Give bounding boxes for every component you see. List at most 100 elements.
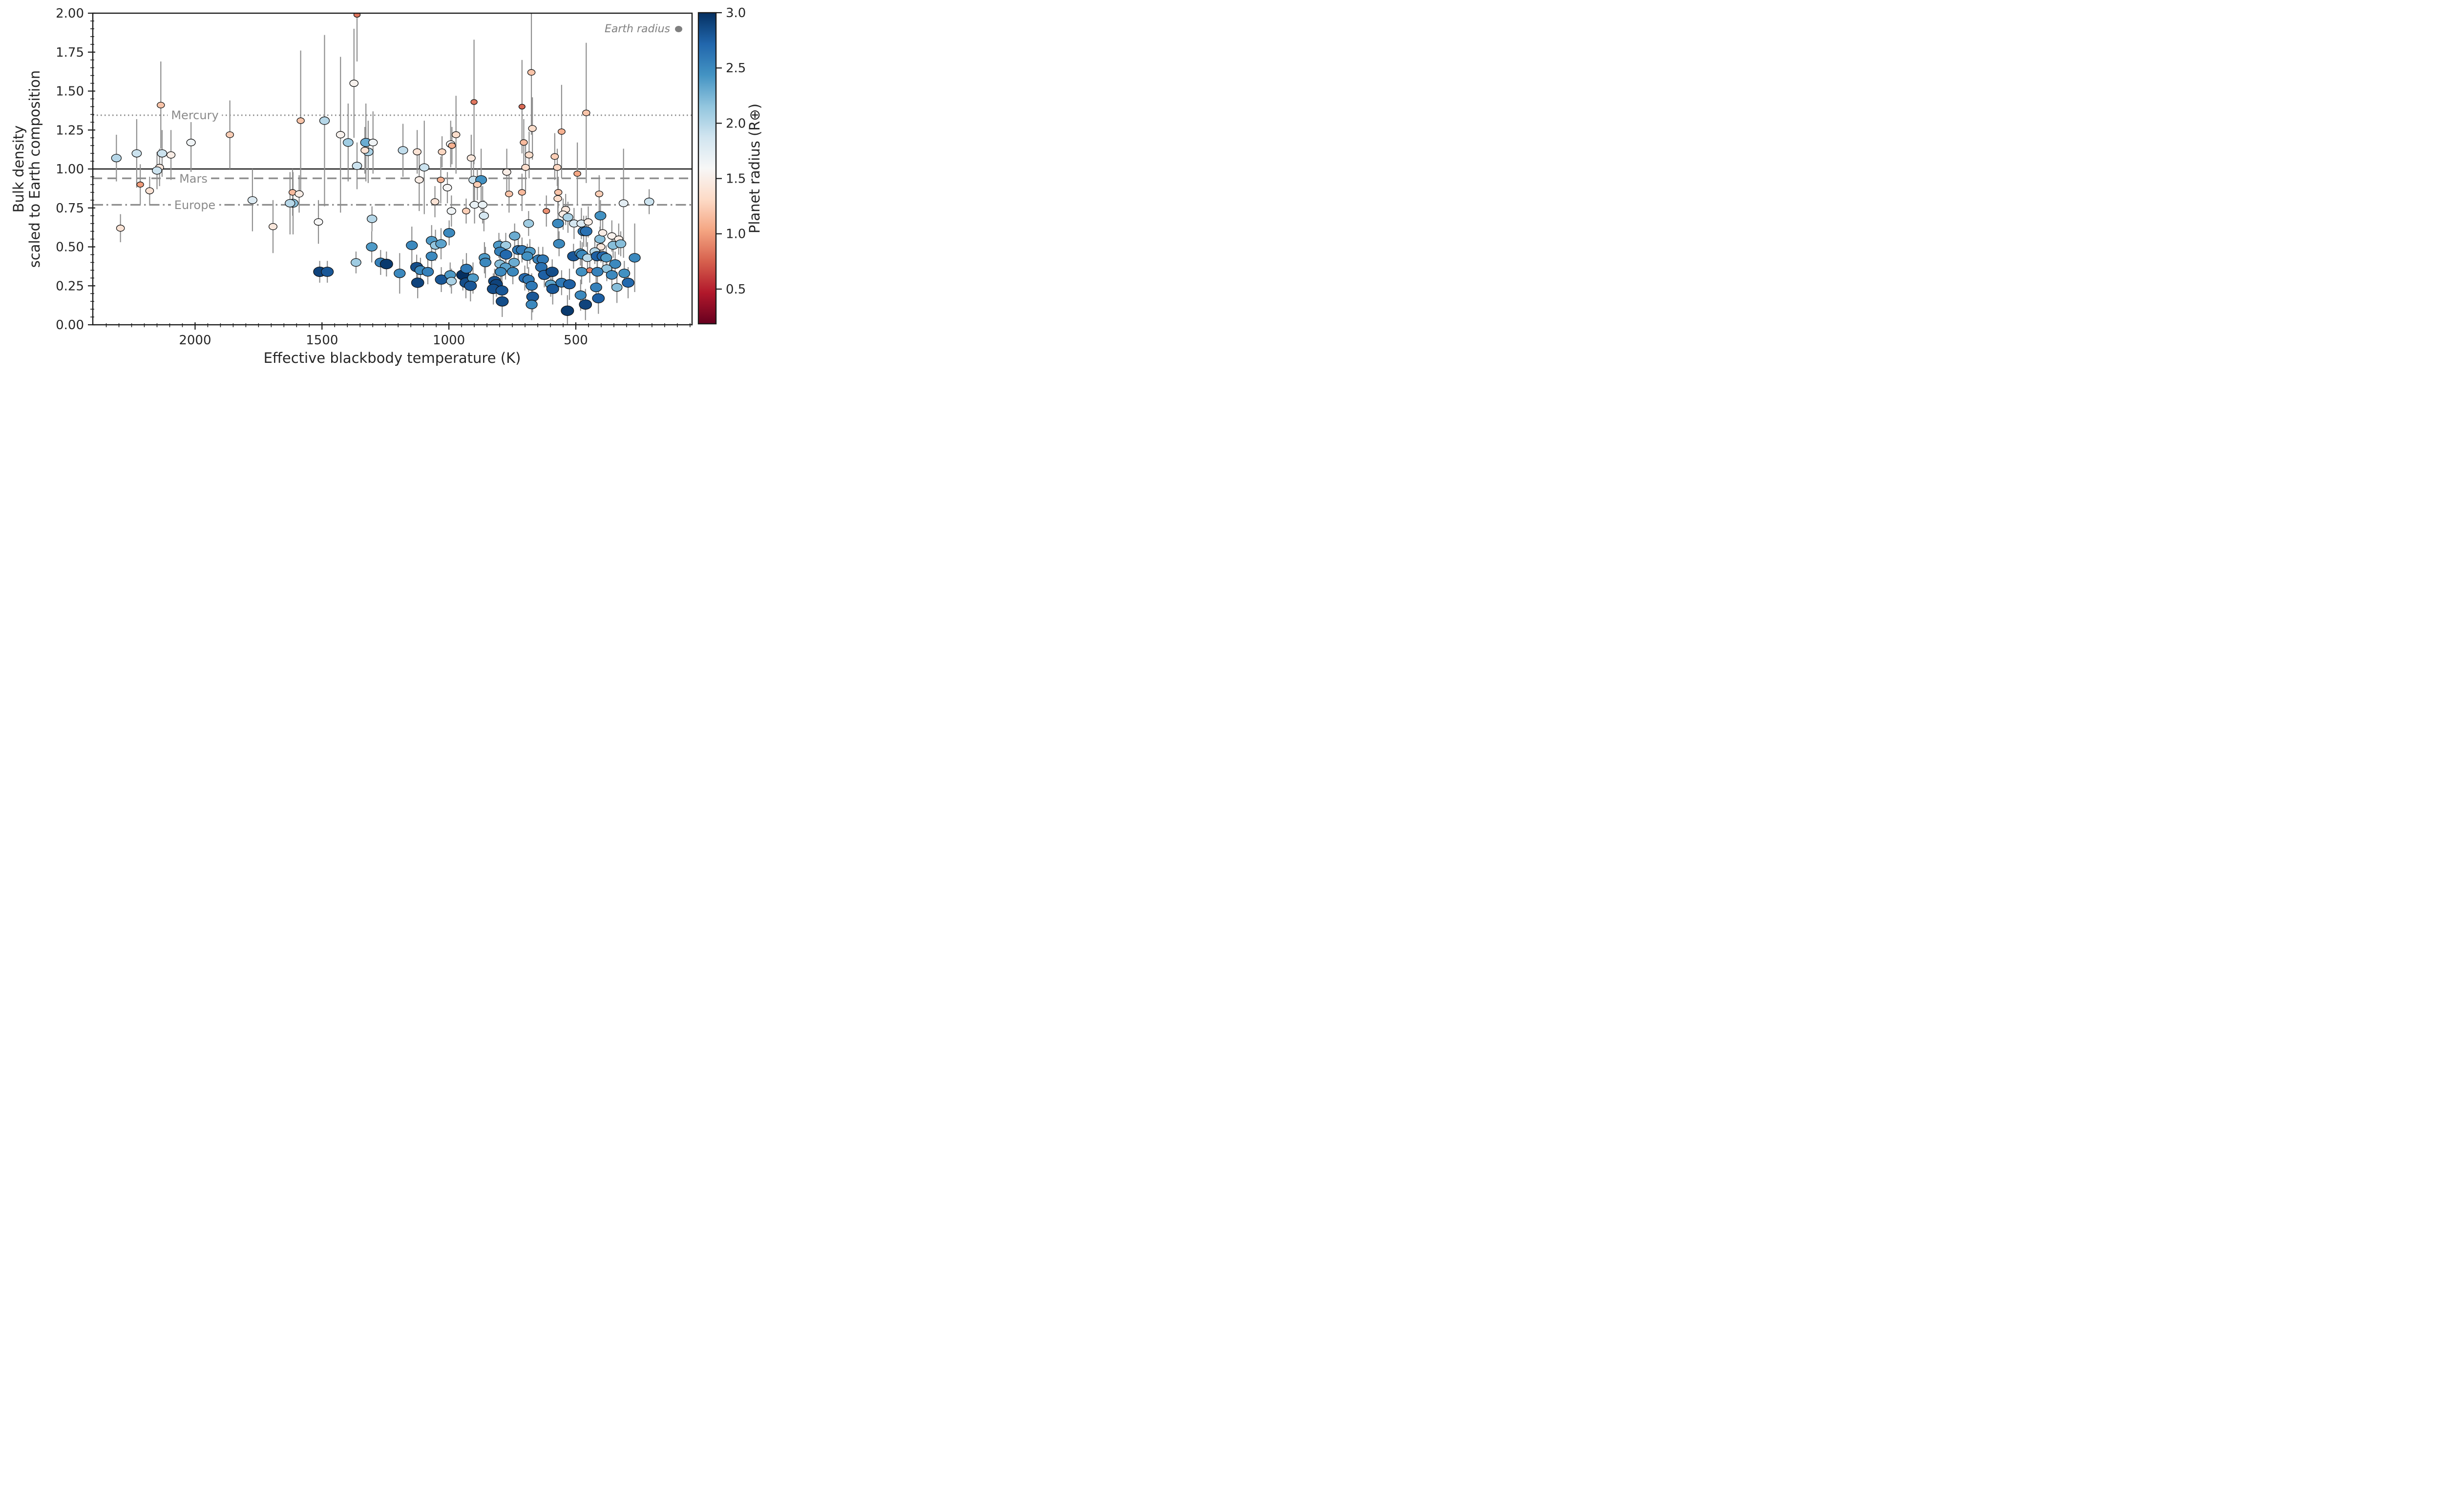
svg-text:1.25: 1.25 (56, 123, 84, 138)
data-point (506, 267, 519, 277)
svg-text:1500: 1500 (306, 333, 338, 348)
data-point (526, 299, 538, 310)
svg-text:0.75: 0.75 (56, 201, 84, 216)
svg-text:1.00: 1.00 (56, 162, 84, 177)
data-point (116, 225, 125, 232)
data-point (419, 163, 430, 172)
data-point (580, 226, 592, 236)
data-point (368, 139, 378, 147)
data-points (111, 13, 654, 316)
data-point (425, 252, 438, 261)
data-point (462, 208, 470, 214)
data-point (421, 267, 434, 277)
data-point (336, 131, 345, 139)
data-point (442, 184, 452, 191)
data-point (285, 199, 295, 208)
data-point (430, 198, 440, 206)
data-point (413, 148, 422, 155)
data-point (553, 195, 562, 202)
data-point (550, 153, 559, 160)
data-point (367, 214, 378, 223)
data-point (596, 243, 606, 251)
data-point (582, 109, 590, 116)
data-point (518, 104, 526, 110)
data-point (479, 257, 492, 268)
data-point (546, 267, 559, 277)
data-point (509, 231, 521, 241)
data-point (526, 281, 538, 291)
data-point (622, 277, 634, 288)
data-point (579, 299, 592, 310)
data-point (598, 229, 608, 237)
data-point (319, 116, 330, 125)
data-point (464, 280, 477, 291)
data-point (443, 228, 455, 238)
data-point (554, 189, 563, 196)
colorbar-title: Planet radius (R⊕) (746, 103, 763, 234)
svg-text:1.0: 1.0 (726, 227, 746, 242)
data-point (406, 240, 418, 250)
data-point (446, 207, 456, 215)
data-point (349, 80, 359, 87)
svg-text:2.0: 2.0 (726, 116, 746, 131)
y-axis-title-line1: Bulk density (10, 125, 27, 213)
error-bars (116, 13, 650, 325)
svg-text:2.00: 2.00 (56, 6, 84, 21)
data-point (575, 267, 588, 277)
data-point (247, 196, 257, 204)
data-point (552, 219, 564, 229)
data-point (594, 211, 607, 221)
data-point (546, 284, 559, 294)
data-point (157, 149, 168, 158)
data-point (268, 223, 277, 231)
x-axis-title: Effective blackbody temperature (K) (263, 350, 521, 366)
data-point (152, 166, 162, 175)
data-point (314, 218, 323, 226)
data-point (561, 305, 574, 316)
data-point (584, 218, 593, 226)
data-point (591, 267, 604, 277)
data-point (398, 146, 408, 155)
data-point (466, 154, 476, 162)
data-point (166, 151, 176, 159)
data-point (606, 270, 618, 280)
data-point (595, 190, 604, 197)
tick-labels: 2000 1500 1000 500 0.00 0.25 0.50 0.75 1.00 1.25 1… (56, 6, 746, 348)
data-point (611, 283, 623, 292)
data-point (352, 162, 362, 170)
data-point (520, 139, 528, 146)
data-point (478, 201, 488, 209)
data-point (136, 181, 144, 188)
colorbar-gradient (698, 13, 716, 324)
data-point (615, 239, 627, 249)
data-point (553, 164, 562, 171)
data-point (521, 164, 530, 171)
data-point (527, 69, 536, 76)
axis-ticks (88, 12, 722, 330)
data-point (448, 142, 456, 149)
mercury-line-label: Mercury (168, 108, 222, 122)
data-point (366, 242, 378, 252)
data-point (557, 128, 566, 135)
data-point (563, 213, 573, 222)
data-point (451, 131, 461, 138)
y-axis-title-line2: scaled to Earth composition (26, 70, 43, 268)
data-point (438, 148, 446, 155)
data-point (496, 296, 509, 307)
data-point (473, 181, 482, 188)
data-point (500, 241, 511, 250)
data-point (350, 258, 361, 267)
svg-text:0.50: 0.50 (56, 240, 84, 255)
data-point (295, 190, 304, 198)
data-point (296, 117, 305, 124)
data-point (321, 267, 334, 277)
svg-text:0.5: 0.5 (726, 282, 746, 297)
data-point (618, 199, 629, 208)
earth-radius-marker-icon (675, 26, 682, 32)
data-point (226, 131, 234, 138)
data-point (379, 258, 393, 270)
data-point (543, 208, 550, 214)
svg-text:1000: 1000 (433, 333, 465, 348)
data-point (573, 170, 581, 177)
data-point (360, 147, 369, 154)
